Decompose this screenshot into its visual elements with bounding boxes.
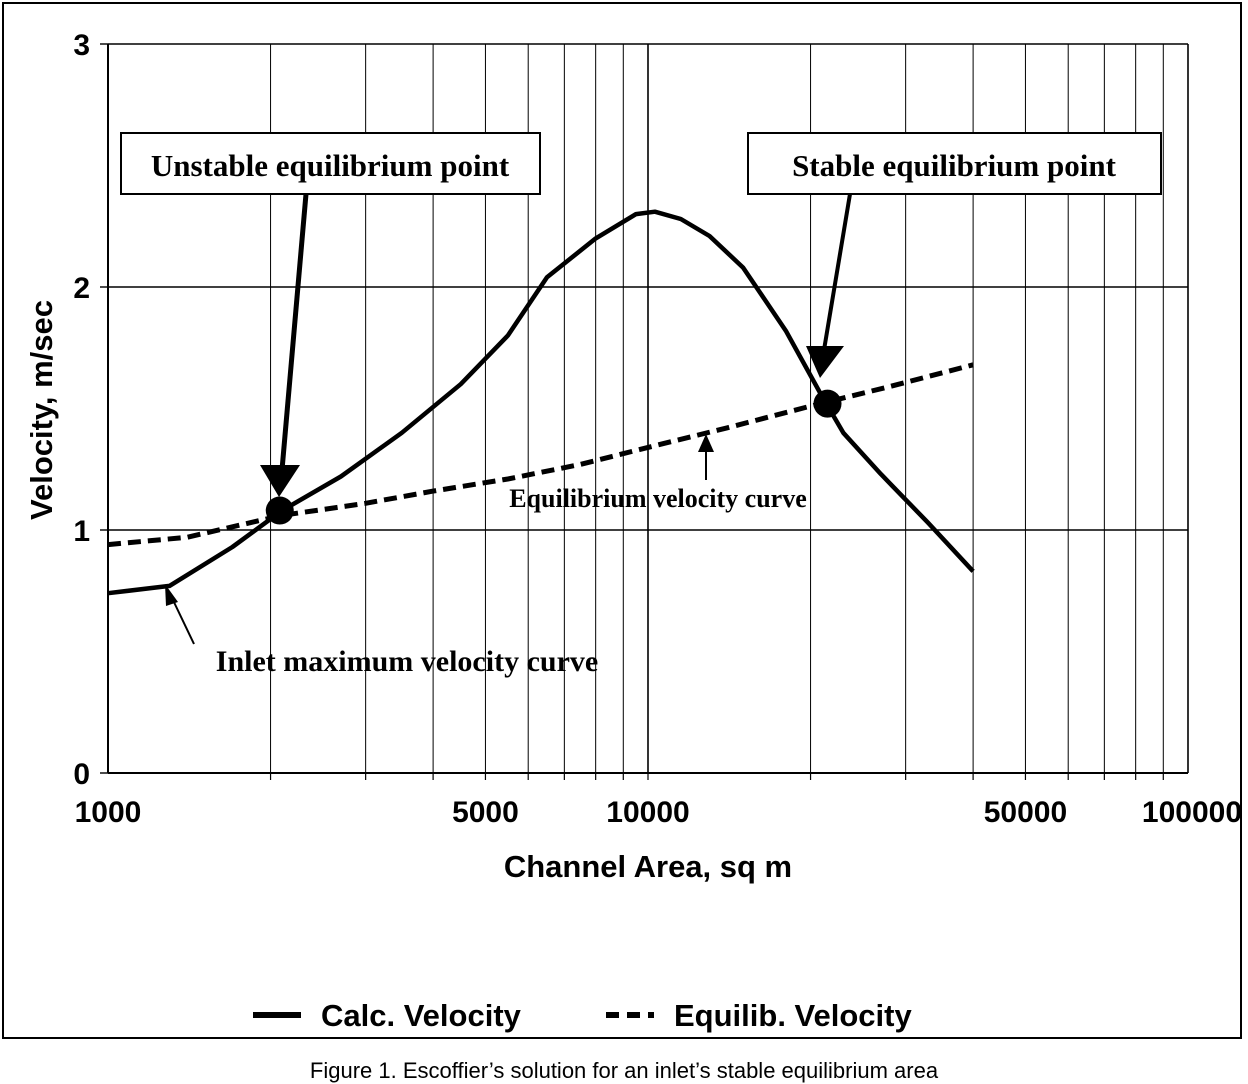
equilibrium-arrow-head bbox=[698, 434, 714, 452]
major-gridlines bbox=[108, 43, 1188, 531]
legend: Calc. Velocity Equilib. Velocity bbox=[253, 998, 912, 1033]
x-tick-label: 100000 bbox=[1142, 796, 1242, 829]
legend-label-calc-velocity: Calc. Velocity bbox=[321, 998, 522, 1033]
inlet-arrow-head bbox=[165, 584, 178, 606]
stable-arrow-head bbox=[806, 346, 844, 378]
x-tick-labels: 1000 5000 10000 50000 100000 bbox=[75, 796, 1242, 829]
y-tick-label: 3 bbox=[73, 29, 90, 62]
stable-arrow-shaft bbox=[822, 193, 852, 351]
chart-frame bbox=[2, 2, 1242, 1039]
legend-label-equilib-velocity: Equilib. Velocity bbox=[674, 998, 912, 1033]
stable-label: Stable equilibrium point bbox=[792, 148, 1117, 183]
unstable-arrow-head bbox=[260, 465, 300, 497]
equilibrium-points bbox=[265, 389, 842, 525]
y-tick-label: 1 bbox=[73, 515, 90, 548]
x-axis-title: Channel Area, sq m bbox=[504, 849, 792, 884]
x-tick-label: 50000 bbox=[984, 796, 1067, 829]
inlet-curve-label: Inlet maximum velocity curve bbox=[216, 645, 598, 678]
stable-label-box bbox=[747, 132, 1162, 195]
data-point-equilib-velocity bbox=[889, 386, 890, 387]
figure-caption: Figure 1. Escoffier’s solution for an in… bbox=[309, 1058, 939, 1083]
unstable-label-box bbox=[120, 132, 541, 195]
unstable-label: Unstable equilibrium point bbox=[151, 148, 510, 183]
y-axis-title: Velocity, m/sec bbox=[24, 300, 59, 520]
data-point-equilib-velocity bbox=[186, 537, 187, 538]
x-tick-label: 1000 bbox=[75, 796, 142, 829]
unstable-point-marker bbox=[265, 496, 294, 525]
series-line-equilib-velocity bbox=[107, 362, 974, 548]
y-tick-label: 0 bbox=[73, 758, 90, 791]
equilibrium-curve-label: Equilibrium velocity curve bbox=[509, 484, 807, 513]
series-line-calc-velocity bbox=[107, 209, 975, 596]
x-tick-label: 5000 bbox=[452, 796, 519, 829]
y-tick-label: 2 bbox=[73, 272, 90, 305]
x-tick-label: 10000 bbox=[606, 796, 689, 829]
series-layer bbox=[107, 209, 975, 596]
unstable-arrow-shaft bbox=[279, 193, 309, 471]
inlet-arrow-shaft bbox=[171, 597, 195, 645]
axes bbox=[100, 43, 1189, 780]
y-tick-labels: 0 1 2 3 bbox=[73, 29, 90, 791]
stable-point-marker bbox=[813, 389, 842, 418]
